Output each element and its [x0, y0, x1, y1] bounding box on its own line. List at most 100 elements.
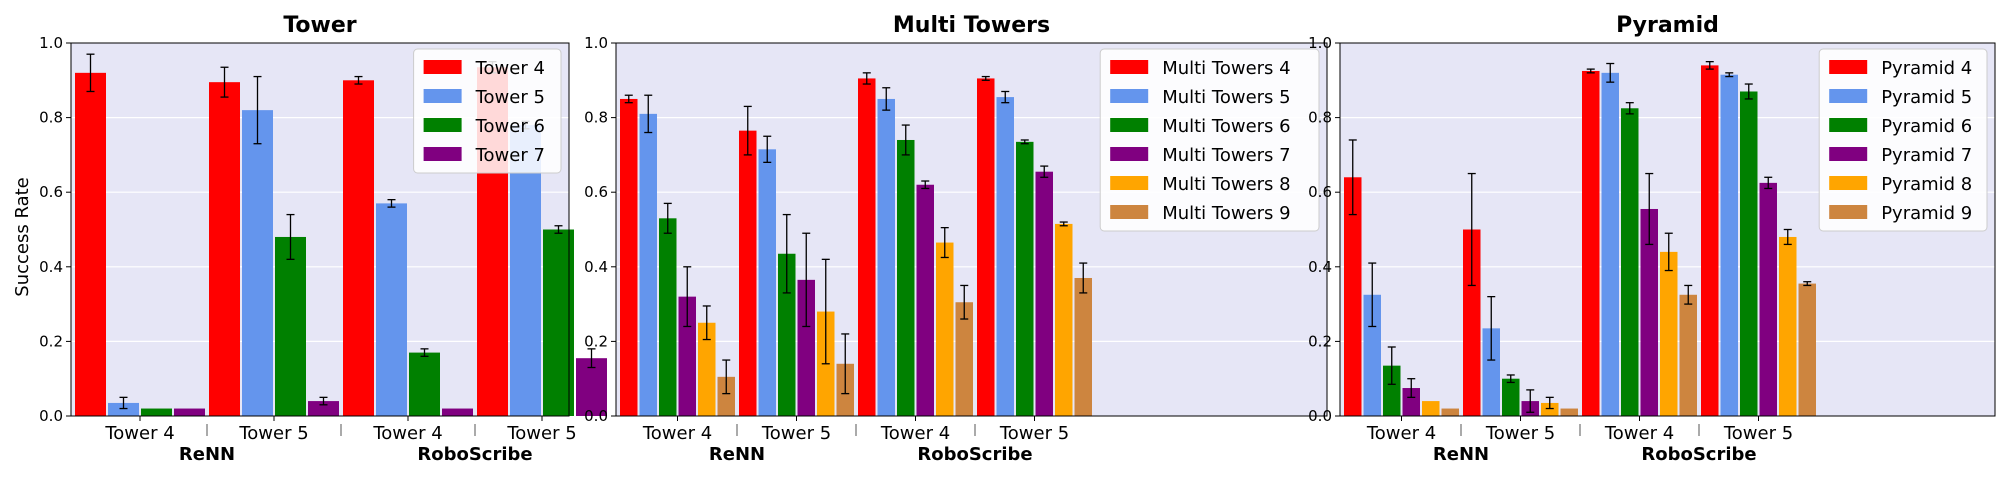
legend-swatch — [1110, 60, 1149, 74]
bar — [308, 401, 339, 416]
bar — [108, 402, 139, 416]
method-label: ReNN — [709, 444, 765, 465]
y-tick-label: 0.2 — [39, 332, 63, 350]
legend-label: Pyramid 9 — [1881, 203, 1972, 224]
bar — [1798, 283, 1816, 416]
bar — [343, 80, 374, 417]
bar — [242, 110, 273, 416]
legend-swatch — [1110, 89, 1149, 103]
bar — [778, 253, 796, 416]
bar — [376, 203, 407, 416]
bar — [1441, 408, 1459, 416]
bar — [510, 125, 541, 416]
y-tick-label: 0.6 — [1308, 183, 1332, 201]
y-axis-label: Success Rate — [12, 177, 33, 296]
legend-label: Pyramid 5 — [1881, 87, 1972, 108]
legend-swatch — [1829, 176, 1868, 190]
x-tick-label: Tower 5 — [761, 423, 831, 444]
bar — [1482, 328, 1500, 416]
bar — [1422, 401, 1440, 416]
y-tick-label: 0.0 — [1308, 407, 1332, 425]
bar — [955, 302, 973, 416]
x-tick-label: Tower 4 — [642, 423, 712, 444]
legend-label: Pyramid 8 — [1881, 174, 1972, 195]
y-tick-label: 1.0 — [584, 34, 608, 52]
axes-frame — [1339, 42, 1996, 417]
bar — [1582, 70, 1600, 416]
y-tick-label: 0.2 — [1308, 332, 1332, 350]
legend-swatch — [1110, 176, 1149, 190]
bar — [1640, 208, 1658, 416]
legend: Tower 4 Tower 5 Tower 6 Tower 7 — [413, 48, 562, 174]
x-tick-label: Tower 4 — [104, 423, 174, 444]
chart-title: Tower — [283, 13, 356, 38]
bar — [1541, 402, 1559, 416]
bar — [1740, 91, 1758, 417]
bar — [1383, 365, 1401, 416]
x-tick-label: Tower 5 — [999, 423, 1069, 444]
bar — [1779, 236, 1797, 416]
bar — [936, 242, 954, 416]
legend-label: Pyramid 4 — [1881, 58, 1972, 79]
legend-swatch — [1829, 89, 1868, 103]
bar — [897, 139, 915, 417]
legend-swatch — [1829, 205, 1868, 219]
legend-swatch — [1829, 60, 1868, 74]
bar — [639, 113, 657, 417]
bar — [1621, 108, 1639, 417]
x-tick-label: Tower 4 — [880, 423, 950, 444]
axes-frame — [615, 42, 1328, 417]
bar — [1402, 388, 1420, 416]
bar — [1502, 378, 1520, 416]
legend-label: Tower 7 — [475, 145, 545, 166]
bar — [739, 130, 757, 416]
y-tick-label: 0.2 — [584, 332, 608, 350]
bar — [75, 72, 106, 416]
chart-panel-2: 0.0 0.2 0.4 0.6 0.8 1.0 Tower 4 Tower 5 Tower 4 T… — [584, 13, 1328, 465]
legend-label: Multi Towers 7 — [1162, 145, 1290, 166]
bar — [275, 236, 306, 416]
bar — [1074, 277, 1092, 416]
x-tick-label: Tower 5 — [1723, 423, 1793, 444]
bar — [1679, 294, 1697, 416]
y-tick-label: 0.0 — [584, 407, 608, 425]
y-tick-label: 0.4 — [39, 258, 63, 276]
legend-swatch — [1110, 205, 1149, 219]
legend-label: Multi Towers 5 — [1162, 87, 1290, 108]
bar — [209, 82, 240, 416]
bar — [659, 218, 677, 416]
bar — [698, 322, 716, 416]
bar — [1701, 65, 1719, 416]
x-tick-label: Tower 5 — [1485, 423, 1555, 444]
legend-label: Multi Towers 8 — [1162, 174, 1290, 195]
bar — [1463, 229, 1481, 416]
legend-swatch — [423, 118, 462, 132]
bar — [996, 97, 1014, 417]
legend-swatch — [423, 60, 462, 74]
bar — [1363, 294, 1381, 416]
legend-swatch — [1829, 147, 1868, 161]
bar — [141, 408, 172, 416]
chart-panel-3: 0.0 0.2 0.4 0.6 0.8 1.0 Tower 4 Tower 5 Tower 4 T… — [1308, 13, 1996, 465]
legend: Multi Towers 4 Multi Towers 5 Multi Towers… — [1099, 48, 1320, 232]
bar — [916, 184, 934, 416]
y-tick-label: 0.8 — [1308, 109, 1332, 127]
bar — [1759, 182, 1777, 416]
x-tick-label: Tower 5 — [238, 423, 308, 444]
legend-box — [413, 48, 562, 174]
x-tick-label: Tower 4 — [1604, 423, 1674, 444]
legend-label: Tower 5 — [475, 87, 545, 108]
legend-label: Tower 4 — [475, 58, 545, 79]
bar — [442, 408, 473, 416]
bar — [1720, 74, 1738, 416]
bar — [1016, 141, 1034, 416]
axes-frame — [70, 42, 570, 417]
bar — [678, 296, 696, 416]
legend: Pyramid 4 Pyramid 5 Pyramid 6 Pyramid 7 Pyra… — [1818, 48, 1988, 232]
y-tick-label: 0.6 — [584, 183, 608, 201]
bar — [1055, 223, 1073, 416]
bar — [1344, 177, 1362, 416]
x-tick-label: Tower 4 — [1366, 423, 1436, 444]
legend-swatch — [1110, 118, 1149, 132]
x-tick-label: Tower 5 — [506, 423, 576, 444]
